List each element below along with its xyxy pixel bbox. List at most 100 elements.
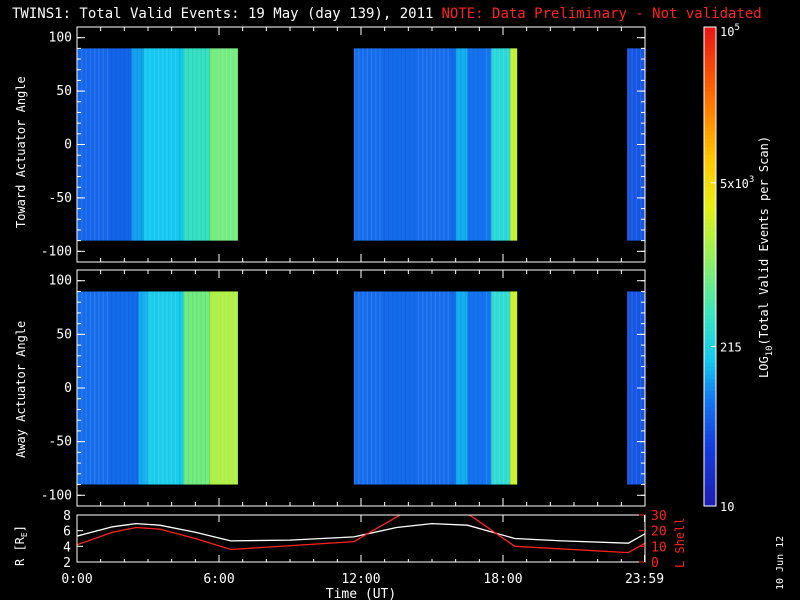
x-tick-label: 12:00 — [341, 572, 380, 587]
toward-texture — [451, 48, 454, 241]
toward-texture — [468, 48, 471, 241]
colorbar-strip — [704, 114, 716, 120]
toward-texture — [200, 48, 202, 241]
colorbar-tick-label: 5x103 — [720, 175, 754, 191]
colorbar-strip — [704, 38, 716, 44]
colorbar-strip — [704, 110, 716, 116]
colorbar-strip — [704, 126, 716, 132]
away-texture — [417, 291, 419, 485]
colorbar-strip — [704, 242, 716, 248]
away-texture — [85, 291, 87, 485]
toward-texture — [183, 48, 185, 241]
toward-texture — [98, 48, 100, 241]
away-texture — [145, 291, 147, 485]
colorbar-strip — [704, 238, 716, 244]
away-texture — [473, 291, 475, 485]
toward-texture — [123, 48, 126, 241]
away-texture — [209, 291, 211, 485]
away-ytick-label: -100 — [41, 488, 72, 503]
toward-texture — [174, 48, 177, 241]
toward-texture — [498, 48, 500, 241]
colorbar-strip — [704, 90, 716, 96]
toward-texture — [157, 48, 160, 241]
away-texture — [631, 291, 633, 485]
away-texture — [353, 291, 356, 485]
toward-ylabel: Toward Actuator Angle — [14, 76, 28, 228]
away-band-2-0 — [627, 291, 645, 485]
away-texture — [123, 291, 126, 485]
toward-texture — [439, 48, 441, 241]
orbit-plot-area — [77, 515, 645, 562]
colorbar-strip — [704, 482, 716, 487]
colorbar-strip — [704, 446, 716, 451]
colorbar-strip — [704, 170, 716, 176]
toward-texture — [396, 48, 398, 241]
colorbar-strip — [704, 322, 716, 327]
toward-band-1-4 — [510, 48, 518, 241]
away-ytick-label: -50 — [49, 435, 72, 450]
orbit-ytick-right-label: 10 — [651, 540, 667, 555]
colorbar-strip — [704, 354, 716, 359]
toward-texture — [358, 48, 360, 241]
orbit-ylabel-left-close: ] — [13, 525, 27, 532]
colorbar-strip — [704, 118, 716, 124]
away-texture — [379, 291, 381, 485]
toward-texture — [409, 48, 411, 241]
colorbar-strip — [704, 374, 716, 379]
toward-texture — [464, 48, 466, 241]
toward-texture — [477, 48, 479, 241]
colorbar-strip — [704, 150, 716, 156]
toward-texture — [132, 48, 134, 241]
toward-texture — [234, 48, 236, 241]
orbit-ytick-left-label: 2 — [63, 556, 71, 571]
toward-band-2-0 — [627, 48, 645, 241]
toward-texture — [392, 48, 394, 241]
colorbar-strip — [704, 286, 716, 292]
toward-texture — [362, 48, 364, 241]
plot-title: TWINS1: Total Valid Events: 19 May (day … — [12, 6, 762, 22]
colorbar-strip — [704, 270, 716, 276]
colorbar-strip — [704, 218, 716, 224]
toward-texture — [209, 48, 211, 241]
toward-texture — [473, 48, 475, 241]
away-texture — [157, 291, 160, 485]
toward-band-1-1 — [455, 48, 468, 241]
colorbar-strip — [704, 438, 716, 443]
toward-band-0-4 — [209, 48, 238, 241]
colorbar-strip — [704, 378, 716, 383]
toward-texture — [136, 48, 138, 241]
colorbar-strip — [704, 50, 716, 56]
toward-texture — [417, 48, 419, 241]
toward-texture — [204, 48, 206, 241]
colorbar-strip — [704, 27, 716, 32]
away-texture — [464, 291, 466, 485]
note-text: NOTE: Data Preliminary - Not validated — [441, 6, 762, 22]
toward-texture — [94, 48, 96, 241]
away-texture — [221, 291, 224, 485]
toward-texture — [383, 48, 385, 241]
toward-texture — [387, 48, 390, 241]
away-texture — [635, 291, 637, 485]
away-band-0-0 — [77, 291, 139, 485]
away-band-1-3 — [491, 291, 511, 485]
colorbar-tick-exp: 5 — [734, 23, 739, 33]
toward-texture — [162, 48, 164, 241]
colorbar-strip — [704, 134, 716, 140]
colorbar-strip — [704, 274, 716, 280]
toward-texture — [230, 48, 232, 241]
orbit-ytick-left-label: 4 — [63, 540, 71, 555]
away-texture — [507, 291, 509, 485]
toward-texture — [119, 48, 121, 241]
colorbar-tick-exp: 3 — [749, 175, 754, 185]
toward-texture — [447, 48, 449, 241]
colorbar-strip — [704, 186, 716, 192]
toward-texture — [370, 48, 373, 241]
away-texture — [115, 291, 117, 485]
away-texture — [503, 291, 505, 485]
toward-texture — [635, 48, 637, 241]
colorbar-strip — [704, 30, 716, 36]
toward-texture — [443, 48, 445, 241]
colorbar-strip — [704, 490, 716, 495]
toward-texture — [106, 48, 109, 241]
